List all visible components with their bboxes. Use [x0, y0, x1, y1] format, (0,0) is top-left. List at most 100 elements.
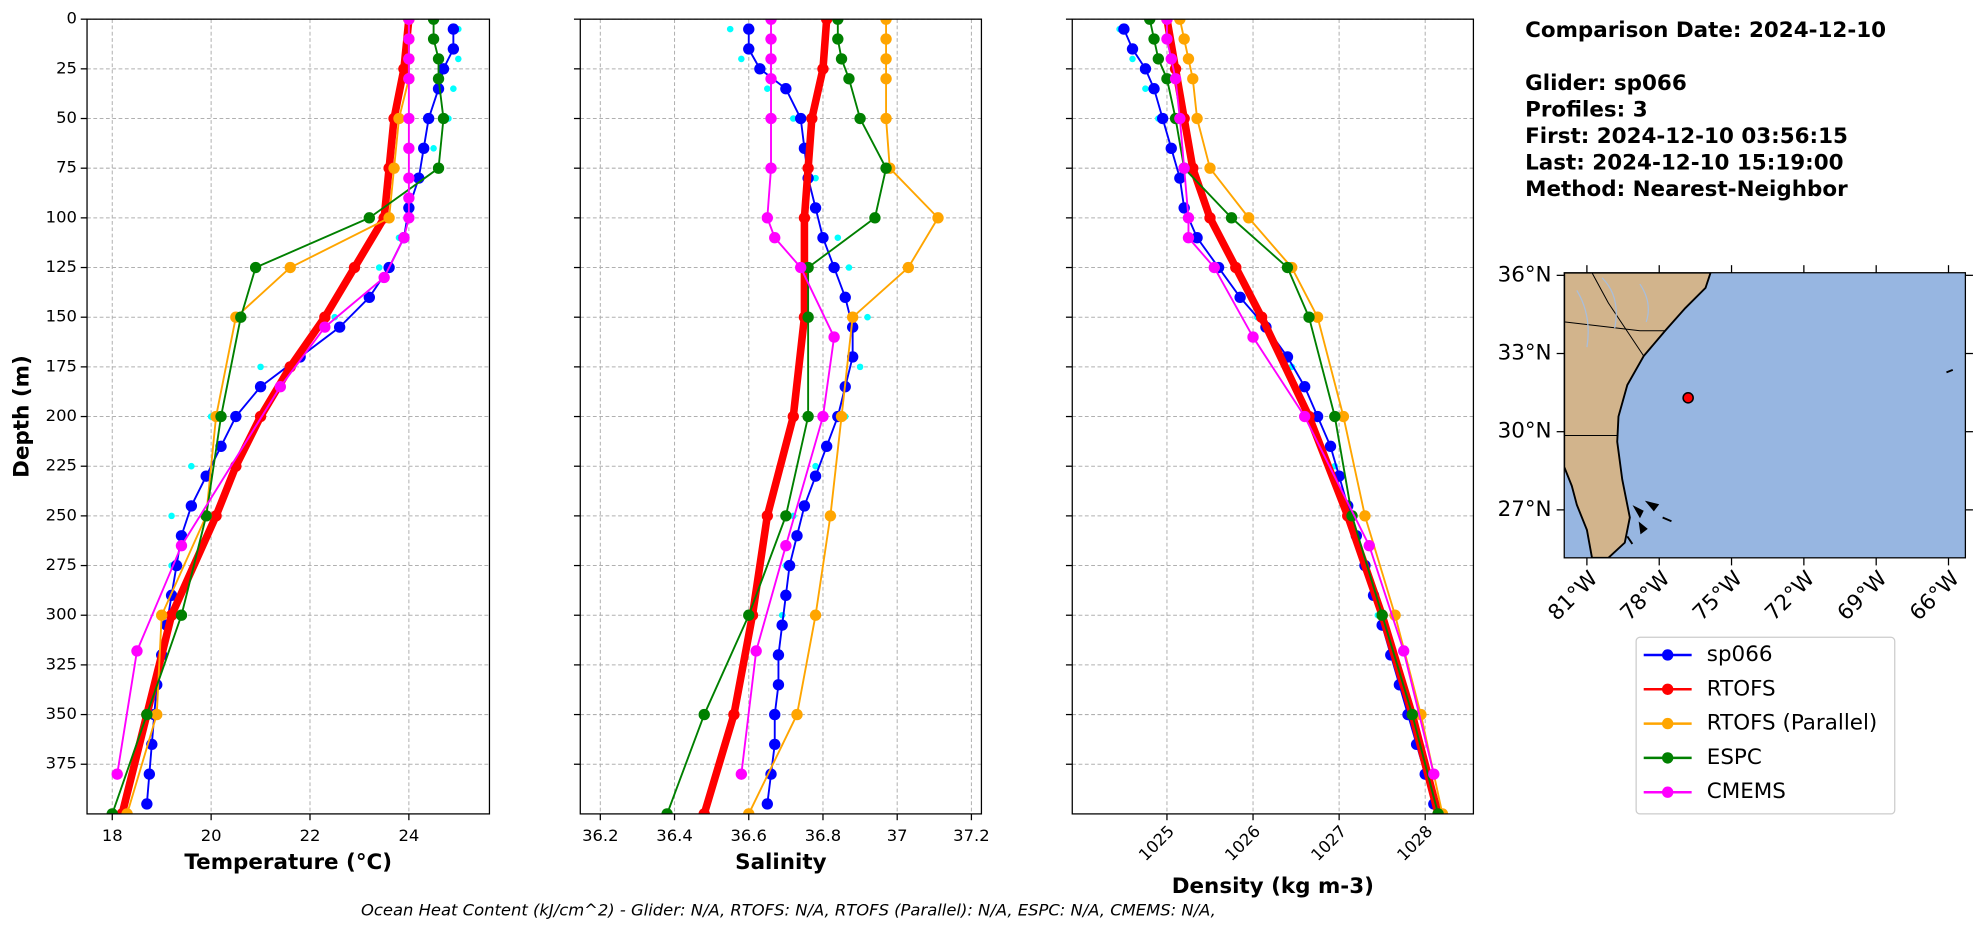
profile-marker — [798, 212, 811, 224]
x-tick-label: 36.4 — [656, 826, 692, 845]
profile-marker — [802, 162, 814, 174]
profile-marker — [1174, 172, 1186, 184]
profile-marker — [728, 708, 740, 721]
y-tick-label: 75 — [56, 158, 77, 177]
profile-marker — [319, 311, 331, 323]
profile-marker — [821, 440, 833, 453]
profile-marker — [765, 73, 777, 85]
profile-marker — [772, 679, 785, 691]
profile-marker — [1191, 232, 1203, 244]
islands — [1626, 368, 1954, 545]
profile-marker — [398, 63, 410, 75]
profile-marker — [809, 470, 822, 482]
legend-marker — [1661, 786, 1674, 798]
map-y-tick-label: 27°N — [1498, 497, 1552, 522]
y-tick-label: 50 — [56, 108, 77, 127]
profile-line — [747, 29, 854, 805]
profile-marker — [363, 212, 376, 224]
profile-marker — [754, 63, 766, 75]
profile-marker — [780, 589, 792, 602]
raw-point — [812, 462, 819, 470]
profile-marker — [846, 321, 859, 333]
y-axis-label: Depth (m) — [10, 355, 35, 478]
raw-point — [790, 115, 797, 122]
raw-point — [812, 174, 819, 182]
y-tick-label: 25 — [56, 58, 77, 77]
profile-marker — [880, 112, 892, 125]
profile-marker — [215, 410, 227, 423]
profile-marker — [1376, 609, 1388, 621]
profile-marker — [761, 212, 773, 224]
profile-marker — [776, 619, 788, 631]
profile-marker — [398, 232, 410, 244]
profile-marker — [403, 33, 415, 45]
profile-marker — [403, 142, 415, 154]
y-tick-label: 175 — [46, 356, 77, 375]
profile-marker — [735, 768, 748, 780]
x-tick-label: 37.2 — [953, 826, 989, 845]
profile-marker — [880, 19, 892, 25]
profile-marker — [111, 768, 123, 780]
profile-marker — [1303, 311, 1315, 323]
profile-marker — [750, 645, 762, 657]
y-tick-label: 125 — [46, 257, 77, 276]
comparison-date: Comparison Date: 2024-12-10 — [1525, 18, 1886, 43]
profile-marker — [1247, 331, 1259, 343]
profile-marker — [835, 410, 848, 423]
profile-marker — [403, 19, 415, 25]
profile-marker — [1311, 311, 1324, 323]
profile-marker — [806, 112, 818, 125]
rivers — [1576, 277, 1649, 348]
profile-marker — [156, 609, 168, 621]
y-tick-label: 0 — [67, 9, 77, 28]
profile-marker — [1432, 808, 1444, 814]
x-tick-label: 20 — [201, 826, 222, 845]
profile-marker — [780, 83, 792, 95]
profile-marker — [1406, 708, 1418, 721]
profile-marker — [1169, 73, 1182, 85]
profile-marker — [880, 33, 892, 45]
profile-marker — [1156, 112, 1169, 125]
x-axis-label: Temperature (°C) — [184, 850, 392, 875]
profile-marker — [824, 510, 837, 522]
profile-marker — [795, 112, 807, 125]
profile-marker — [880, 53, 892, 65]
profile-marker — [1161, 19, 1173, 25]
profile-marker — [1152, 53, 1165, 65]
land — [1564, 272, 1712, 558]
profile-marker — [1182, 232, 1195, 244]
profile-marker — [772, 649, 785, 661]
profile-marker — [1337, 410, 1350, 423]
y-tick-label: 150 — [46, 307, 77, 326]
raw-point — [834, 234, 842, 242]
profile-marker — [106, 808, 118, 814]
profile-marker — [1182, 53, 1195, 65]
profile-marker — [832, 19, 844, 25]
profile-marker — [787, 410, 799, 423]
profile-marker — [698, 808, 710, 814]
profile-marker — [765, 112, 777, 125]
profile-marker — [835, 53, 848, 65]
profile-marker — [403, 73, 415, 85]
profile-marker — [1225, 212, 1238, 224]
profile-marker — [1187, 162, 1199, 174]
info-line: First: 2024-12-10 03:56:15 — [1525, 124, 1848, 149]
profile-marker — [843, 73, 855, 85]
profile-marker — [1398, 645, 1410, 657]
profile-marker — [743, 43, 755, 55]
profile-marker — [743, 23, 755, 35]
profile-marker — [175, 609, 188, 621]
y-tick-label: 225 — [46, 456, 77, 475]
profile-marker — [780, 510, 792, 522]
plot-area — [661, 19, 944, 814]
profile-marker — [1299, 381, 1311, 393]
profile-marker — [1178, 162, 1190, 174]
profile-marker — [932, 212, 944, 224]
profile-marker — [765, 162, 777, 174]
profile-marker — [828, 261, 840, 274]
x-tick-label: 36.6 — [731, 826, 767, 845]
profile-marker — [817, 410, 829, 423]
profile-marker — [215, 440, 227, 453]
profile-marker — [432, 162, 445, 174]
